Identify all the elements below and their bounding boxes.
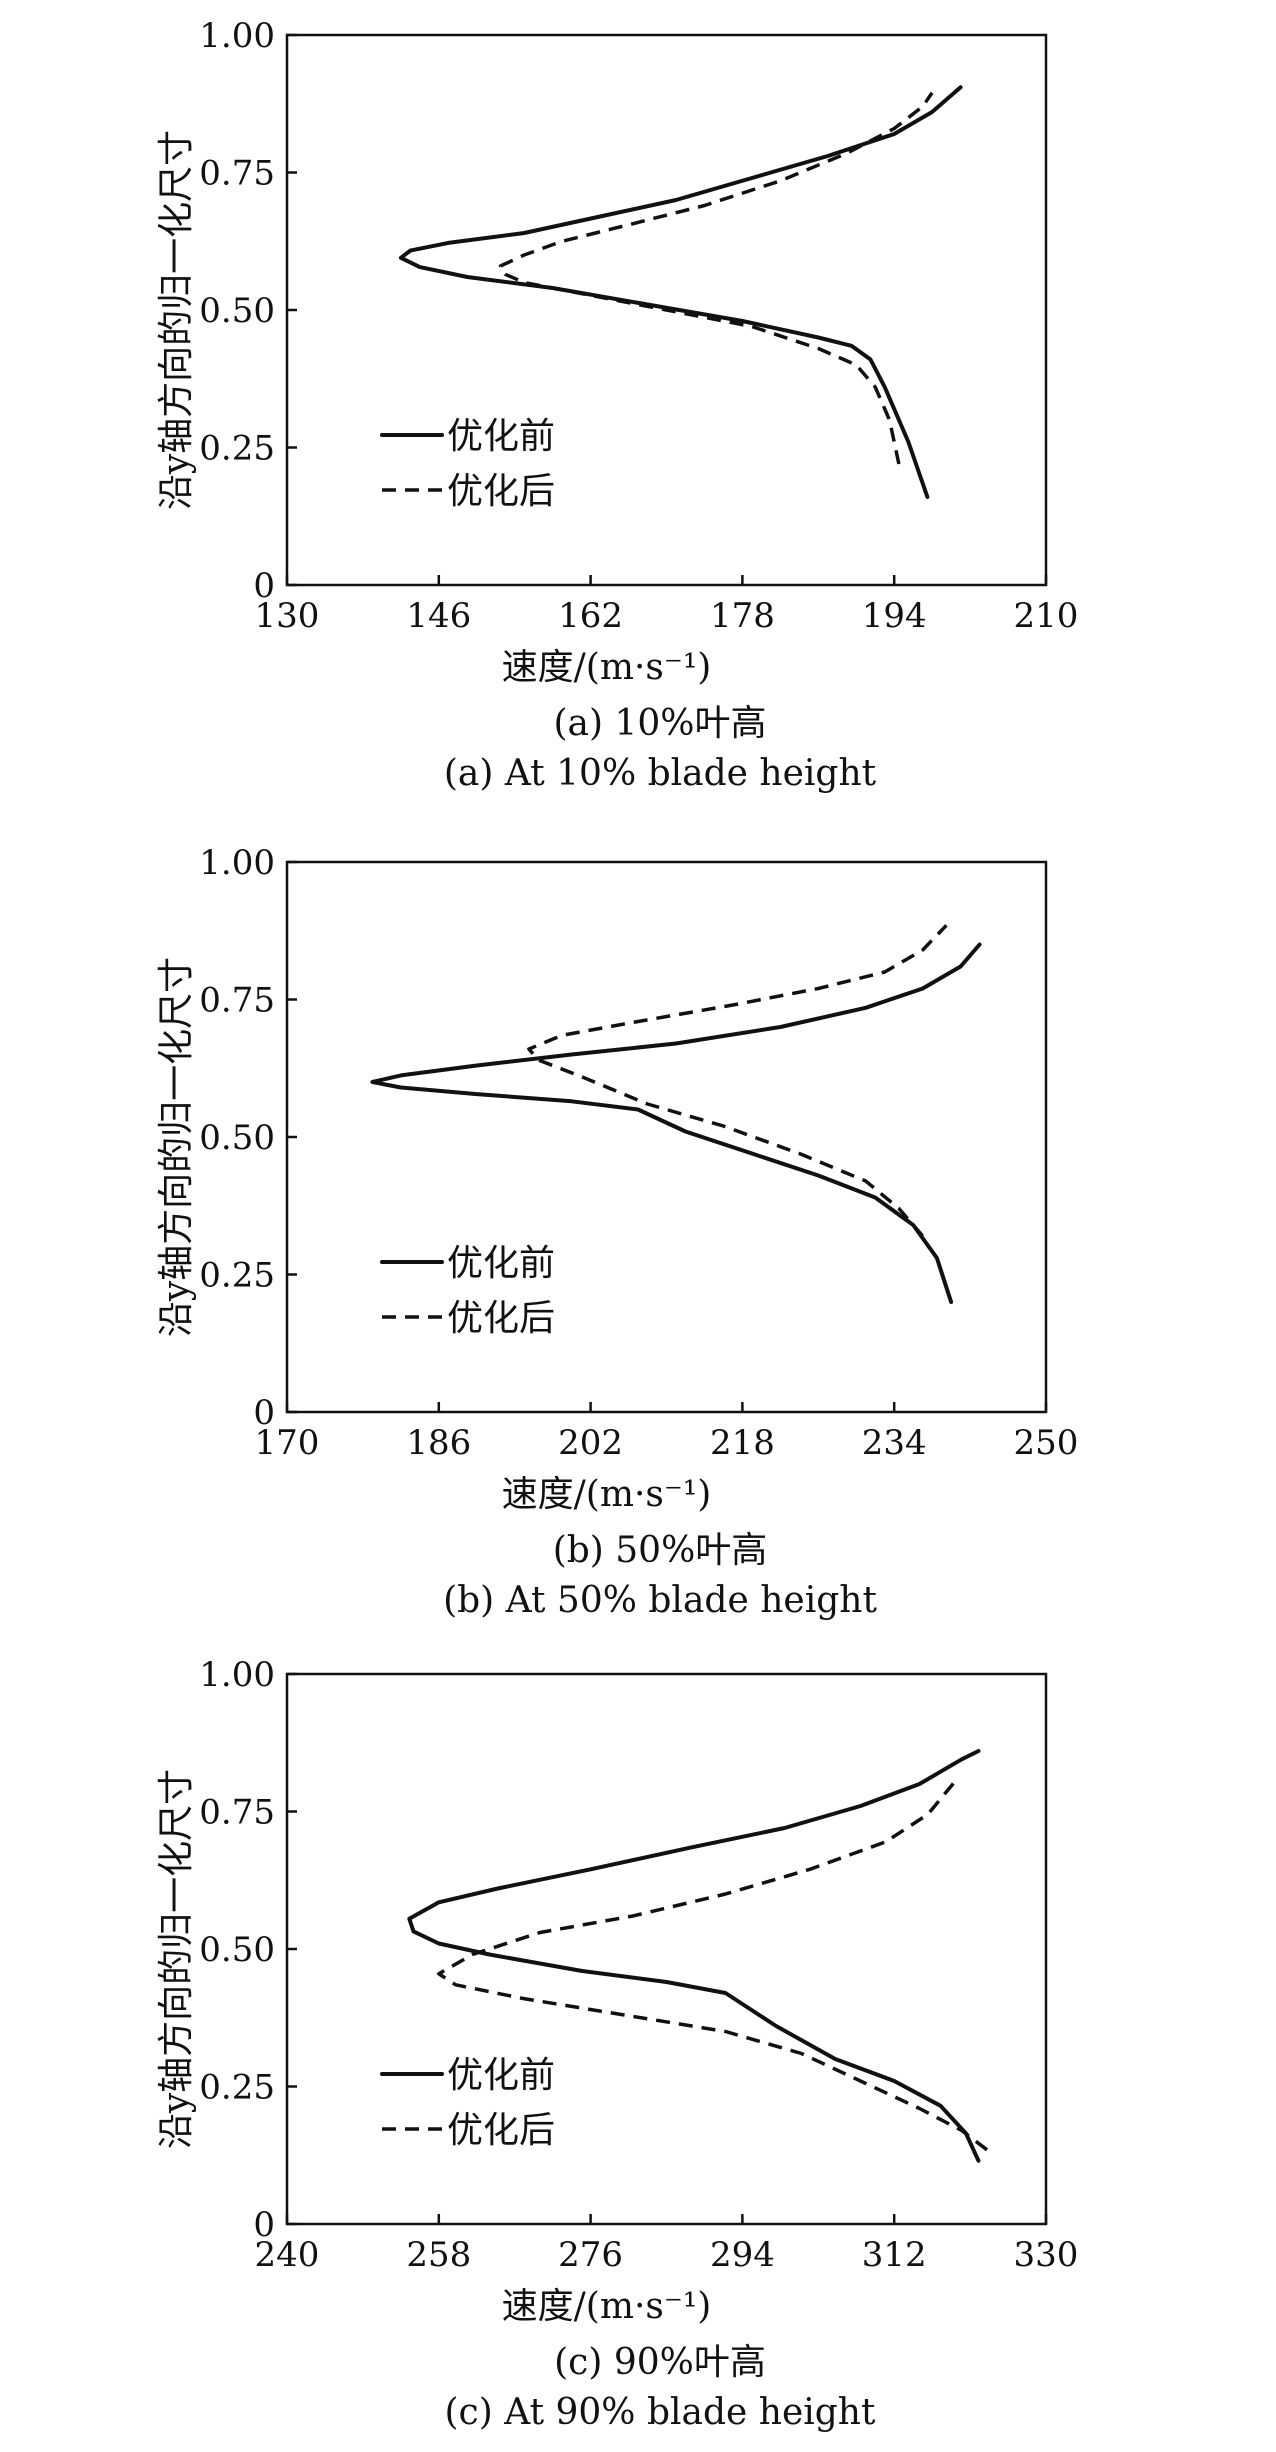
y-tick-label: 0.25 [199, 1256, 275, 1296]
y-axis-label: 沿y轴方向的归一化尺寸 [156, 957, 197, 1337]
y-tick-label: 1.00 [199, 1655, 275, 1695]
x-tick-label: 250 [1014, 1423, 1079, 1463]
y-tick-label: 0.75 [199, 981, 275, 1021]
y-tick-label: 0.50 [199, 1930, 275, 1970]
legend-label: 优化后 [447, 2110, 555, 2151]
plot-frame [285, 1672, 1048, 2226]
x-tick-label: 178 [710, 596, 775, 636]
series-line-after [527, 924, 948, 1238]
y-tick-label: 0 [253, 566, 275, 606]
y-tick-label: 0.25 [199, 429, 275, 469]
legend-label: 优化前 [447, 416, 555, 457]
series-line-before [398, 85, 963, 499]
x-tick-label: 210 [1014, 596, 1079, 636]
x-tick-label: 218 [710, 1423, 775, 1463]
y-tick-label: 1.00 [199, 16, 275, 56]
caption-en: (c) At 90% blade height [445, 2392, 876, 2433]
y-tick-label: 0.75 [199, 1793, 275, 1833]
legend-label: 优化前 [447, 1243, 555, 1284]
x-axis-label: 速度/(m·s⁻¹) [502, 647, 712, 688]
y-tick-label: 0.50 [199, 291, 275, 331]
x-tick-label: 170 [255, 1423, 320, 1463]
y-axis-label: 沿y轴方向的归一化尺寸 [156, 130, 197, 510]
y-axis-label: 沿y轴方向的归一化尺寸 [156, 1769, 197, 2149]
y-tick-label: 1.00 [199, 843, 275, 883]
legend-label: 优化后 [447, 471, 555, 512]
series-line-before [370, 942, 982, 1304]
x-tick-label: 186 [406, 1423, 471, 1463]
series-line-after [498, 91, 934, 465]
x-tick-label: 294 [710, 2235, 775, 2275]
y-tick-label: 0 [253, 2205, 275, 2245]
x-tick-label: 202 [558, 1423, 623, 1463]
y-tick-label: 0.50 [199, 1118, 275, 1158]
x-tick-label: 146 [406, 596, 471, 636]
y-tick-label: 0.25 [199, 2068, 275, 2108]
chart-panel-0: 130 146 162 178 194 210 0 0.25 0.50 0.75 1.00 速度/(m… [156, 16, 1078, 794]
x-tick-label: 258 [406, 2235, 471, 2275]
caption-cn: (b) 50%叶高 [553, 1530, 768, 1571]
x-tick-label: 276 [558, 2235, 623, 2275]
x-axis-label: 速度/(m·s⁻¹) [502, 2286, 712, 2327]
legend-label: 优化后 [447, 1298, 555, 1339]
caption-en: (b) At 50% blade height [443, 1580, 877, 1621]
caption-cn: (c) 90%叶高 [554, 2342, 766, 2383]
chart-panel-1: 170 186 202 218 234 250 0 0.25 0.50 0.75 1.00 速度/(m… [156, 843, 1078, 1621]
x-tick-label: 162 [558, 596, 623, 636]
x-tick-label: 240 [255, 2235, 320, 2275]
x-tick-label: 130 [255, 596, 320, 636]
x-tick-label: 312 [862, 2235, 927, 2275]
x-tick-label: 330 [1014, 2235, 1079, 2275]
x-axis-label: 速度/(m·s⁻¹) [502, 1474, 712, 1515]
caption-en: (a) At 10% blade height [444, 753, 877, 794]
x-tick-label: 234 [862, 1423, 927, 1463]
y-tick-label: 0.75 [199, 154, 275, 194]
y-tick-label: 0 [253, 1393, 275, 1433]
legend-label: 优化前 [447, 2055, 555, 2096]
chart-panel-2: 240 258 276 294 312 330 0 0.25 0.50 0.75 1.00 速度/(m… [156, 1655, 1078, 2433]
caption-cn: (a) 10%叶高 [553, 703, 766, 744]
x-tick-label: 194 [862, 596, 927, 636]
plot-frame [285, 860, 1048, 1414]
series-line-before [407, 1749, 981, 2163]
